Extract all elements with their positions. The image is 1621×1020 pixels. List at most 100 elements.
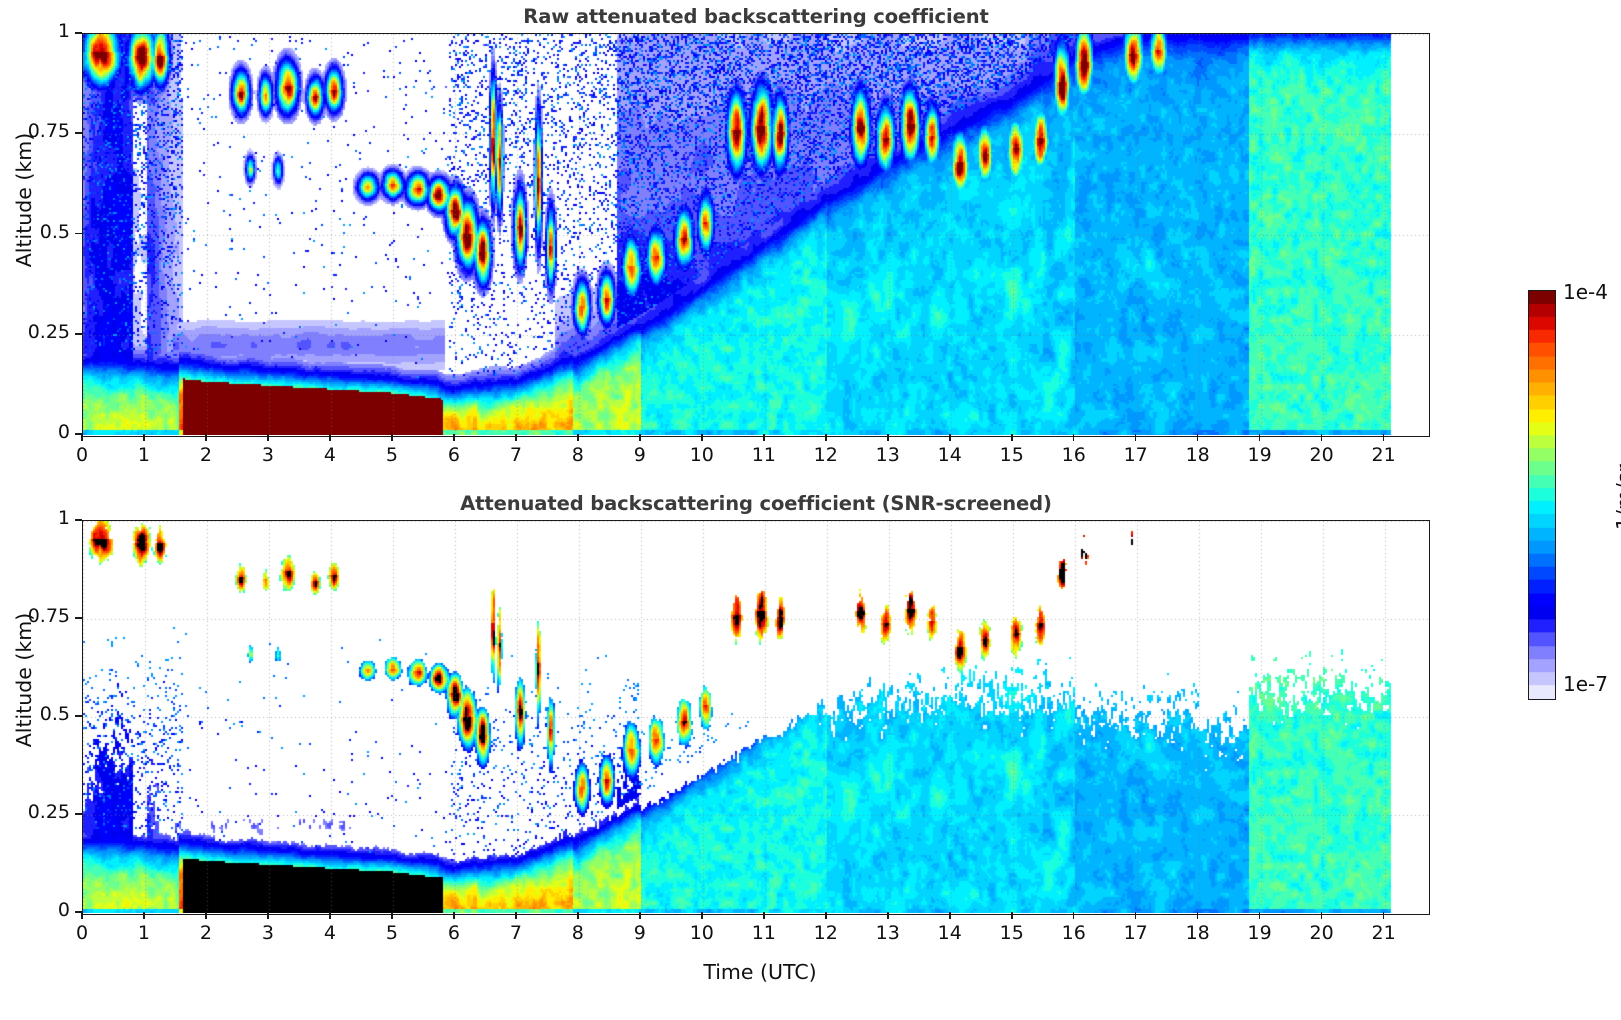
- xtick-label-raw-6: 6: [447, 444, 460, 466]
- xtick-label-raw-8: 8: [571, 444, 584, 466]
- colorbar-tick-top: 1e-4: [1563, 280, 1608, 304]
- panel-raw-title: Raw attenuated backscattering coefficien…: [523, 5, 989, 28]
- xtick-mark-screened-19: [1258, 912, 1261, 919]
- xtick-label-raw-20: 20: [1309, 444, 1334, 466]
- xtick-mark-screened-20: [1320, 912, 1323, 919]
- ytick-mark-raw-3: [75, 132, 82, 135]
- xtick-label-screened-2: 2: [199, 922, 212, 944]
- xtick-label-screened-7: 7: [509, 922, 522, 944]
- xtick-label-screened-15: 15: [999, 922, 1024, 944]
- xtick-label-raw-3: 3: [261, 444, 274, 466]
- xtick-label-raw-14: 14: [937, 444, 962, 466]
- ytick-mark-raw-2: [75, 232, 82, 235]
- xtick-mark-raw-5: [391, 434, 393, 441]
- xtick-label-screened-13: 13: [875, 922, 900, 944]
- ytick-mark-raw-1: [75, 332, 82, 335]
- xtick-mark-raw-10: [701, 434, 703, 441]
- xtick-label-screened-11: 11: [751, 922, 776, 944]
- panel-screened-title: Attenuated backscattering coefficient (S…: [460, 492, 1052, 515]
- xtick-mark-screened-10: [701, 912, 703, 919]
- ytick-mark-screened-3: [75, 617, 82, 619]
- xtick-label-screened-5: 5: [385, 922, 398, 944]
- xtick-mark-raw-7: [515, 434, 517, 441]
- xtick-mark-screened-18: [1196, 912, 1199, 919]
- ytick-label-screened-4: 1: [57, 507, 70, 529]
- xtick-label-screened-3: 3: [261, 922, 274, 944]
- xtick-mark-screened-6: [453, 912, 455, 919]
- colorbar: [1528, 290, 1556, 700]
- axes-screened: [82, 520, 1430, 915]
- xtick-mark-screened-21: [1382, 912, 1385, 919]
- xtick-mark-raw-21: [1382, 434, 1385, 441]
- heatmap-raw: [83, 34, 1428, 435]
- colorbar-tick-bottom: 1e-7: [1563, 672, 1608, 696]
- xtick-mark-raw-4: [329, 434, 331, 441]
- xtick-mark-raw-11: [762, 434, 765, 441]
- xtick-label-screened-1: 1: [137, 922, 151, 944]
- xtick-mark-raw-12: [824, 434, 827, 441]
- ytick-label-screened-3: 0.75: [27, 605, 70, 627]
- xtick-mark-raw-18: [1196, 434, 1199, 441]
- ytick-mark-screened-1: [75, 813, 82, 815]
- xtick-label-raw-19: 19: [1247, 444, 1272, 466]
- xtick-mark-screened-5: [391, 912, 393, 919]
- xtick-mark-screened-2: [205, 912, 207, 919]
- ytick-mark-raw-0: [75, 433, 82, 435]
- xtick-mark-raw-19: [1258, 434, 1261, 441]
- xtick-mark-raw-9: [639, 434, 641, 441]
- xtick-label-screened-20: 20: [1309, 922, 1334, 944]
- xtick-label-raw-12: 12: [813, 444, 838, 466]
- ytick-mark-screened-2: [75, 715, 82, 717]
- xtick-mark-raw-0: [81, 434, 83, 441]
- xtick-mark-raw-15: [1010, 434, 1013, 441]
- xtick-mark-screened-1: [143, 912, 145, 919]
- colorbar-gradient: [1528, 290, 1556, 700]
- xtick-label-raw-9: 9: [633, 444, 646, 466]
- axis-label-x: Time (UTC): [703, 960, 817, 984]
- xtick-label-screened-6: 6: [447, 922, 460, 944]
- xtick-label-raw-1: 1: [137, 444, 151, 466]
- xtick-mark-screened-12: [824, 912, 827, 919]
- xtick-label-screened-21: 21: [1371, 922, 1396, 944]
- xtick-label-raw-0: 0: [75, 444, 89, 466]
- xtick-mark-screened-0: [81, 912, 83, 919]
- xtick-label-screened-16: 16: [1061, 922, 1086, 944]
- xtick-mark-raw-14: [948, 434, 951, 441]
- xtick-label-screened-18: 18: [1185, 922, 1210, 944]
- xtick-label-raw-13: 13: [875, 444, 900, 466]
- xtick-label-screened-8: 8: [571, 922, 584, 944]
- xtick-mark-screened-7: [515, 912, 517, 919]
- xtick-mark-raw-8: [577, 434, 579, 441]
- xtick-mark-raw-2: [205, 434, 207, 441]
- xtick-mark-screened-11: [762, 912, 765, 919]
- xtick-mark-screened-16: [1072, 912, 1075, 919]
- xtick-mark-screened-17: [1134, 912, 1137, 919]
- xtick-label-raw-10: 10: [689, 444, 714, 466]
- ytick-label-raw-4: 1: [57, 20, 70, 42]
- panel-screened: Attenuated backscattering coefficient (S…: [0, 480, 1621, 1020]
- ytick-label-screened-1: 0.25: [27, 801, 70, 823]
- axes-raw: [82, 33, 1430, 437]
- xtick-label-screened-12: 12: [813, 922, 838, 944]
- xtick-mark-screened-3: [267, 912, 269, 919]
- xtick-label-raw-18: 18: [1185, 444, 1210, 466]
- xtick-mark-raw-1: [143, 434, 145, 441]
- xtick-label-screened-4: 4: [323, 922, 336, 944]
- xtick-mark-raw-6: [453, 434, 455, 441]
- xtick-mark-raw-17: [1134, 434, 1137, 441]
- xtick-mark-screened-13: [886, 912, 889, 919]
- ytick-label-raw-3: 0.75: [27, 120, 70, 143]
- xtick-mark-raw-20: [1320, 434, 1323, 441]
- ytick-label-raw-0: 0: [57, 421, 70, 443]
- xtick-label-raw-15: 15: [999, 444, 1024, 466]
- ytick-label-screened-2: 0.5: [39, 703, 70, 725]
- xtick-mark-screened-4: [329, 912, 331, 919]
- xtick-label-raw-16: 16: [1061, 444, 1086, 466]
- xtick-mark-raw-3: [267, 434, 269, 441]
- xtick-mark-screened-15: [1010, 912, 1013, 919]
- xtick-label-screened-14: 14: [937, 922, 962, 944]
- xtick-label-raw-7: 7: [509, 444, 522, 466]
- ytick-mark-screened-4: [75, 519, 82, 521]
